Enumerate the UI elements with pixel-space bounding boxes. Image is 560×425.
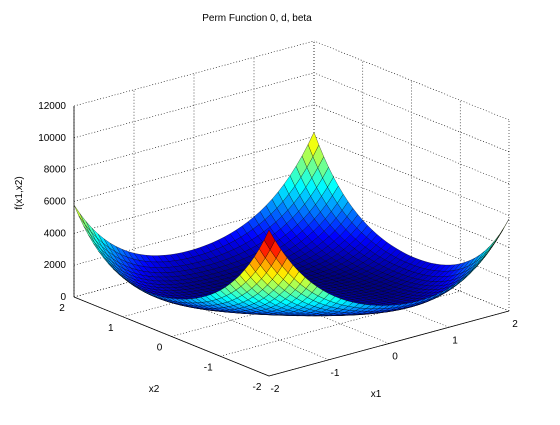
- surface-cell: [484, 241, 495, 255]
- x-tick-label: 0: [392, 352, 398, 363]
- x-axis-label: x1: [371, 389, 382, 400]
- z-tick-label: 4000: [44, 228, 67, 239]
- x-tick-label: 1: [452, 335, 458, 346]
- x-tick-label: -2: [271, 384, 280, 395]
- x-tick-label: 2: [512, 319, 518, 330]
- x-axis-line: [269, 311, 509, 376]
- y-tick-label: -1: [204, 362, 213, 373]
- z-tick-label: 2000: [44, 260, 67, 271]
- y-axis-label: x2: [149, 384, 160, 395]
- y-tick-label: 0: [157, 343, 163, 354]
- z-tick-label: 0: [60, 292, 66, 303]
- z-tick-label: 8000: [44, 165, 67, 176]
- z-tick-label: 6000: [44, 197, 67, 208]
- chart-title: Perm Function 0, d, beta: [202, 13, 312, 24]
- z-tick-label: 10000: [38, 133, 66, 144]
- y-tick-label: 1: [108, 323, 114, 334]
- z-tick-label: 12000: [38, 101, 66, 112]
- x-tick-label: -1: [331, 368, 340, 379]
- right-wall-grid-z: [314, 41, 509, 120]
- z-axis-label: f(x1,x2): [14, 176, 25, 209]
- surface-mesh: [74, 132, 509, 316]
- surface-cell: [74, 205, 85, 225]
- y-tick-label: -2: [253, 382, 262, 393]
- y-tick-label: 2: [59, 303, 65, 314]
